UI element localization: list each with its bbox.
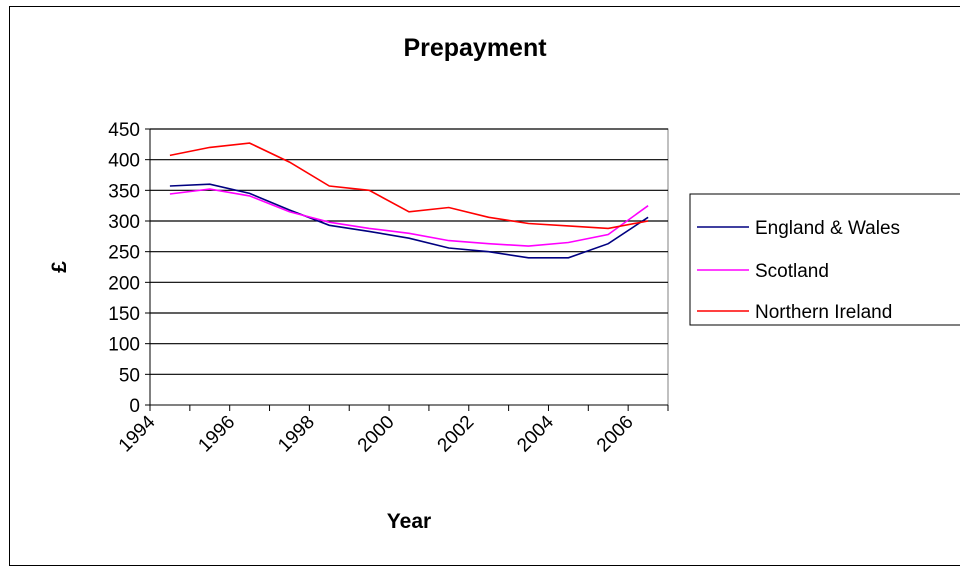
legend-label-scotland: Scotland — [755, 261, 829, 282]
y-tick-label: 300 — [108, 212, 140, 233]
series-line-northern-ireland — [169, 142, 649, 230]
legend-label-northern-ireland: Northern Ireland — [755, 302, 892, 323]
chart-title: Prepayment — [403, 34, 547, 62]
x-axis-ticks: 1994 1996 1998 2000 2002 2004 2006 — [115, 405, 669, 457]
x-tick-label: 2002 — [434, 412, 479, 457]
x-tick-label: 1998 — [274, 412, 319, 457]
x-tick-label: 1996 — [194, 412, 239, 457]
plot-background — [149, 128, 669, 406]
y-tick-label: 100 — [108, 335, 140, 356]
legend-label-england-wales: England & Wales — [755, 218, 900, 239]
y-tick-label: 50 — [119, 365, 140, 386]
legend-box — [689, 193, 960, 326]
y-tick-label: 400 — [108, 151, 140, 172]
plot-area: 0 50 100 150 200 250 300 350 400 450 1994 1996 1998… — [108, 120, 669, 457]
series-lines — [169, 142, 649, 259]
x-tick-label: 2004 — [513, 411, 558, 456]
y-tick-label: 200 — [108, 273, 140, 294]
y-tick-label: 250 — [108, 243, 140, 264]
series-line-scotland — [169, 188, 649, 247]
x-axis-title: Year — [387, 510, 431, 533]
legend: England & Wales Scotland Northern Ireland — [689, 193, 960, 326]
x-tick-label: 2006 — [593, 412, 638, 457]
y-tick-label: 0 — [129, 396, 140, 417]
series-line-england-wales — [169, 183, 649, 259]
y-axis-title: £ — [48, 261, 71, 273]
y-tick-label: 150 — [108, 304, 140, 325]
x-tick-label: 2000 — [354, 412, 399, 457]
y-axis-ticks: 0 50 100 150 200 250 300 350 400 450 — [108, 120, 668, 417]
y-tick-label: 350 — [108, 181, 140, 202]
y-tick-label: 450 — [108, 120, 140, 141]
x-tick-label: 1994 — [115, 411, 160, 456]
